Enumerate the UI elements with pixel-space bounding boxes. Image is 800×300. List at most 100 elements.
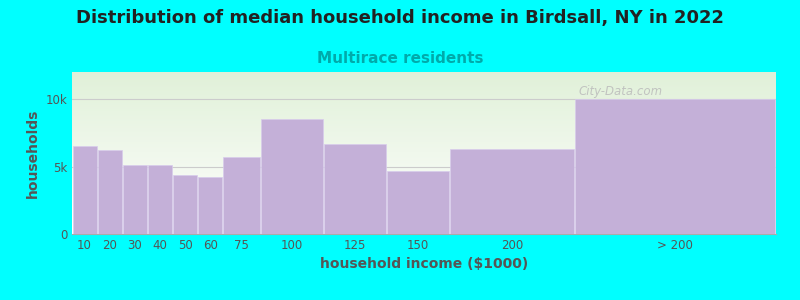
Bar — [72, 115, 776, 116]
Bar — [72, 231, 776, 232]
Bar — [72, 217, 776, 218]
Bar — [261, 119, 323, 234]
Bar — [72, 95, 776, 96]
Bar — [72, 160, 776, 161]
Bar — [72, 212, 776, 213]
Bar — [72, 192, 776, 193]
Bar — [72, 133, 776, 134]
Bar — [450, 149, 574, 234]
Bar — [72, 82, 776, 83]
Text: Multirace residents: Multirace residents — [317, 51, 483, 66]
Bar — [72, 118, 776, 119]
Bar — [72, 201, 776, 202]
Bar — [72, 128, 776, 129]
Bar — [72, 132, 776, 133]
Bar — [223, 157, 260, 234]
Bar — [72, 167, 776, 168]
Bar — [72, 97, 776, 98]
Bar — [72, 199, 776, 200]
Bar — [72, 202, 776, 203]
Bar — [72, 226, 776, 227]
Bar — [72, 194, 776, 195]
Bar — [72, 135, 776, 136]
Bar — [72, 182, 776, 183]
Bar — [72, 144, 776, 145]
Bar — [72, 230, 776, 231]
Bar — [72, 162, 776, 163]
Bar — [72, 187, 776, 188]
Bar — [72, 205, 776, 206]
Bar — [72, 195, 776, 196]
Bar — [72, 169, 776, 170]
Bar — [72, 117, 776, 118]
Bar — [72, 72, 776, 73]
Bar — [72, 102, 776, 103]
Bar — [72, 74, 776, 75]
Bar — [72, 203, 776, 204]
Bar — [72, 140, 776, 141]
Bar — [72, 190, 776, 191]
Bar — [72, 161, 776, 162]
Bar — [72, 220, 776, 221]
Bar — [324, 144, 386, 234]
Bar — [72, 170, 776, 171]
Bar — [72, 175, 776, 176]
Bar — [72, 229, 776, 230]
Bar — [72, 163, 776, 164]
Bar — [72, 134, 776, 135]
Bar — [72, 137, 776, 138]
Bar — [148, 165, 172, 234]
Bar — [72, 80, 776, 81]
Bar — [72, 196, 776, 197]
Bar — [72, 149, 776, 150]
Bar — [575, 99, 775, 234]
Bar — [72, 75, 776, 76]
Bar — [72, 164, 776, 165]
Bar — [72, 106, 776, 107]
Bar — [72, 202, 776, 203]
Bar — [72, 131, 776, 132]
Bar — [72, 109, 776, 110]
Bar — [72, 176, 776, 177]
Bar — [72, 98, 776, 99]
Bar — [72, 154, 776, 155]
Bar — [72, 181, 776, 182]
Bar — [72, 180, 776, 181]
Bar — [72, 233, 776, 234]
Bar — [72, 153, 776, 154]
Bar — [72, 188, 776, 189]
Bar — [72, 211, 776, 212]
Bar — [72, 103, 776, 104]
Bar — [72, 87, 776, 88]
Bar — [72, 165, 776, 166]
Bar — [72, 85, 776, 86]
Y-axis label: households: households — [26, 108, 40, 198]
Bar — [72, 125, 776, 126]
Bar — [72, 148, 776, 149]
Bar — [72, 143, 776, 144]
Bar — [198, 177, 222, 234]
Bar — [72, 228, 776, 229]
Bar — [72, 208, 776, 209]
Bar — [72, 222, 776, 223]
Bar — [72, 120, 776, 121]
Bar — [72, 142, 776, 143]
Bar — [72, 112, 776, 113]
Text: Distribution of median household income in Birdsall, NY in 2022: Distribution of median household income … — [76, 9, 724, 27]
Bar — [72, 215, 776, 216]
X-axis label: household income ($1000): household income ($1000) — [320, 257, 528, 272]
Bar — [72, 223, 776, 224]
Bar — [72, 81, 776, 82]
Bar — [72, 224, 776, 225]
Bar — [72, 138, 776, 139]
Bar — [72, 204, 776, 205]
Bar — [72, 89, 776, 90]
Bar — [72, 82, 776, 83]
Bar — [72, 207, 776, 208]
Bar — [72, 141, 776, 142]
Bar — [72, 232, 776, 233]
Bar — [72, 116, 776, 117]
Bar — [72, 157, 776, 158]
Bar — [72, 110, 776, 111]
Bar — [72, 185, 776, 186]
